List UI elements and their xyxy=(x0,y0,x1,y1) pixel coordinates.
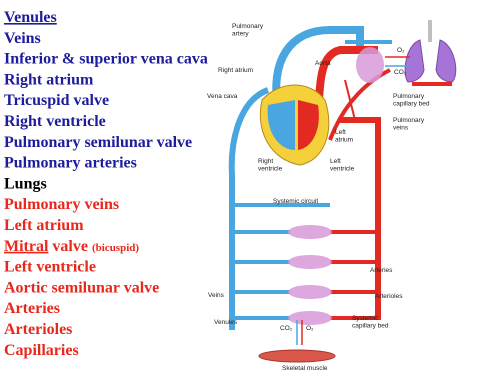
item-part: (bicuspid) xyxy=(92,242,139,254)
label-line: ventricle xyxy=(258,166,283,173)
diagram-label: Pulmonary capillary bed xyxy=(393,93,430,108)
label-line: ventricle xyxy=(330,166,355,173)
list-item: Veins xyxy=(4,30,41,47)
diagram-label: Venules xyxy=(214,319,238,326)
diagram-label: Pulmonary artery xyxy=(232,23,264,38)
label-line: Left xyxy=(330,158,341,165)
label-line: Venules xyxy=(214,319,238,326)
list-item: Tricuspid valve xyxy=(4,92,109,109)
gas-arrows xyxy=(296,56,410,345)
skeletal-muscle xyxy=(258,349,336,363)
diagram-label: Left atrium xyxy=(335,129,353,144)
lungs xyxy=(404,20,457,86)
list-item: Aortic semilunar valve xyxy=(4,279,159,296)
diagram-label: O₂ xyxy=(397,47,405,54)
label-line: Veins xyxy=(208,292,225,299)
label-line: Systemic circuit xyxy=(273,198,318,205)
label-line: Systemic xyxy=(352,315,379,322)
item-part: Mitral xyxy=(4,238,49,255)
diagram-label: O₂ xyxy=(306,325,314,332)
label-line: Pulmonary xyxy=(393,93,425,100)
diagram-label: Aorta xyxy=(315,60,331,67)
list-item: Pulmonary arteries xyxy=(4,155,137,172)
list-item: Lungs xyxy=(4,175,47,192)
diagram-label: CO₂ xyxy=(280,325,293,332)
list-item: Right ventricle xyxy=(4,113,106,130)
list-item: Left ventricle xyxy=(4,259,96,276)
label-line: CO₂ xyxy=(394,69,407,76)
diagram-label: Right atrium xyxy=(218,67,253,74)
label-line: Pulmonary xyxy=(393,117,425,124)
diagram-label: Systemic capillary bed xyxy=(352,315,389,330)
diagram-label: Left ventricle xyxy=(330,158,355,173)
red-circuit xyxy=(314,46,391,320)
list-item: Mitral valve (bicuspid) xyxy=(4,238,139,255)
label-line: CO₂ xyxy=(280,325,293,332)
label-line: atrium xyxy=(335,137,353,144)
list-item: Capillaries xyxy=(4,342,79,359)
label-line: Aorta xyxy=(315,60,331,67)
diagram-label: Pulmonary veins xyxy=(393,117,425,132)
label-line: O₂ xyxy=(306,325,314,332)
label-line: Arteries xyxy=(370,267,393,274)
list-item: Left atrium xyxy=(4,217,84,234)
label-line: Pulmonary xyxy=(232,23,264,30)
list-item: Venules xyxy=(4,9,57,26)
label-line: veins xyxy=(393,125,409,132)
label-line: Right xyxy=(258,158,273,165)
diagram-label: Vena cava xyxy=(207,93,238,100)
label-line: Right atrium xyxy=(218,67,253,74)
capillary-beds xyxy=(288,47,384,325)
list-item: Right atrium xyxy=(4,71,94,88)
list-item: Pulmonary veins xyxy=(4,196,119,213)
list-item: Pulmonary semilunar valve xyxy=(4,134,192,151)
label-line: Vena cava xyxy=(207,93,238,100)
label-line: Arterioles xyxy=(375,293,403,300)
label-line: O₂ xyxy=(397,47,405,54)
label-line: capillary bed xyxy=(352,323,389,330)
label-line: Skeletal muscle xyxy=(282,365,328,372)
list-item: Inferior & superior vena cava xyxy=(4,51,208,68)
label-line: Left xyxy=(335,129,346,136)
diagram-label: CO₂ xyxy=(394,69,407,76)
list-item: Arteries xyxy=(4,300,60,317)
blue-circuit xyxy=(228,26,392,330)
diagram-label: Arterioles xyxy=(375,293,403,300)
heart xyxy=(259,84,330,166)
diagram-label: Arteries xyxy=(370,267,393,274)
diagram-label: Right ventricle xyxy=(258,158,283,173)
label-line: artery xyxy=(232,31,249,38)
label-line: capillary bed xyxy=(393,101,430,108)
list-item: Arterioles xyxy=(4,321,72,338)
diagram-label: Skeletal muscle xyxy=(282,365,328,372)
item-part: valve xyxy=(52,238,88,255)
diagram-label: Systemic circuit xyxy=(273,198,318,205)
diagram-label: Veins xyxy=(208,292,225,299)
